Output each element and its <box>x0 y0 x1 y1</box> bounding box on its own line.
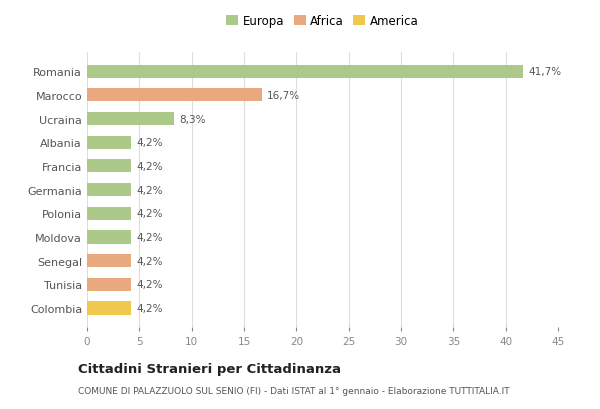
Text: 4,2%: 4,2% <box>136 209 163 219</box>
Bar <box>87 113 174 126</box>
Text: COMUNE DI PALAZZUOLO SUL SENIO (FI) - Dati ISTAT al 1° gennaio - Elaborazione TU: COMUNE DI PALAZZUOLO SUL SENIO (FI) - Da… <box>78 387 509 396</box>
Text: 4,2%: 4,2% <box>136 138 163 148</box>
Legend: Europa, Africa, America: Europa, Africa, America <box>224 12 421 30</box>
Text: 4,2%: 4,2% <box>136 185 163 195</box>
Text: 4,2%: 4,2% <box>136 162 163 171</box>
Text: 4,2%: 4,2% <box>136 303 163 313</box>
Text: 4,2%: 4,2% <box>136 256 163 266</box>
Text: 41,7%: 41,7% <box>529 67 562 77</box>
Text: 4,2%: 4,2% <box>136 280 163 290</box>
Bar <box>87 137 131 149</box>
Bar <box>87 278 131 291</box>
Text: Cittadini Stranieri per Cittadinanza: Cittadini Stranieri per Cittadinanza <box>78 362 341 375</box>
Bar <box>87 89 262 102</box>
Bar <box>87 254 131 267</box>
Bar <box>87 160 131 173</box>
Bar <box>87 184 131 197</box>
Bar <box>87 231 131 244</box>
Bar <box>87 207 131 220</box>
Text: 8,3%: 8,3% <box>179 115 206 124</box>
Bar <box>87 302 131 315</box>
Text: 16,7%: 16,7% <box>267 91 300 101</box>
Text: 4,2%: 4,2% <box>136 232 163 243</box>
Bar <box>87 65 523 79</box>
